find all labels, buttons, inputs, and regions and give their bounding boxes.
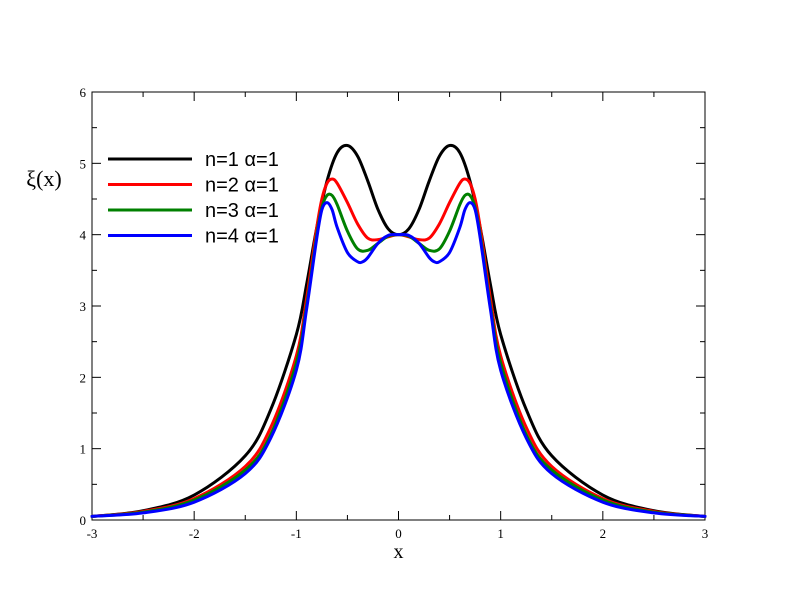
x-axis-title: x [394, 541, 404, 563]
x-tick-label: 2 [600, 526, 607, 541]
legend: n=1 α=1 n=2 α=1 n=3 α=1 n=4 α=1 [108, 149, 279, 248]
y-tick-label: 6 [80, 85, 87, 100]
y-tick-label: 4 [80, 228, 87, 243]
x-tick-label: 3 [702, 526, 709, 541]
x-tick-label: -2 [189, 526, 200, 541]
y-axis-title: ξ(x) [26, 166, 61, 191]
series-line-n2 [90, 177, 707, 518]
y-tick-label: 1 [80, 442, 87, 457]
series-layer [90, 143, 707, 518]
legend-label-n2: n=2 α=1 [205, 175, 279, 197]
x-tick-label: 1 [497, 526, 504, 541]
y-tick-label: 3 [80, 299, 87, 314]
x-tick-label: -1 [291, 526, 302, 541]
y-tick-label: 2 [80, 370, 87, 385]
y-tick-label: 0 [80, 513, 87, 528]
series-line-n1 [90, 143, 707, 518]
y-tick-label: 5 [80, 156, 87, 171]
x-tick-label: -3 [87, 526, 98, 541]
legend-label-n1: n=1 α=1 [205, 149, 279, 171]
series-line-n4 [90, 201, 707, 518]
x-tick-label: 0 [395, 526, 402, 541]
series-line-n3 [90, 192, 707, 518]
plot-frame [91, 91, 706, 521]
legend-label-n4: n=4 α=1 [205, 226, 279, 248]
tick-marks [91, 91, 706, 521]
legend-label-n3: n=3 α=1 [205, 200, 279, 222]
tick-labels: -3 -2 -1 0 1 2 3 0 1 2 3 4 5 6 [80, 85, 709, 541]
